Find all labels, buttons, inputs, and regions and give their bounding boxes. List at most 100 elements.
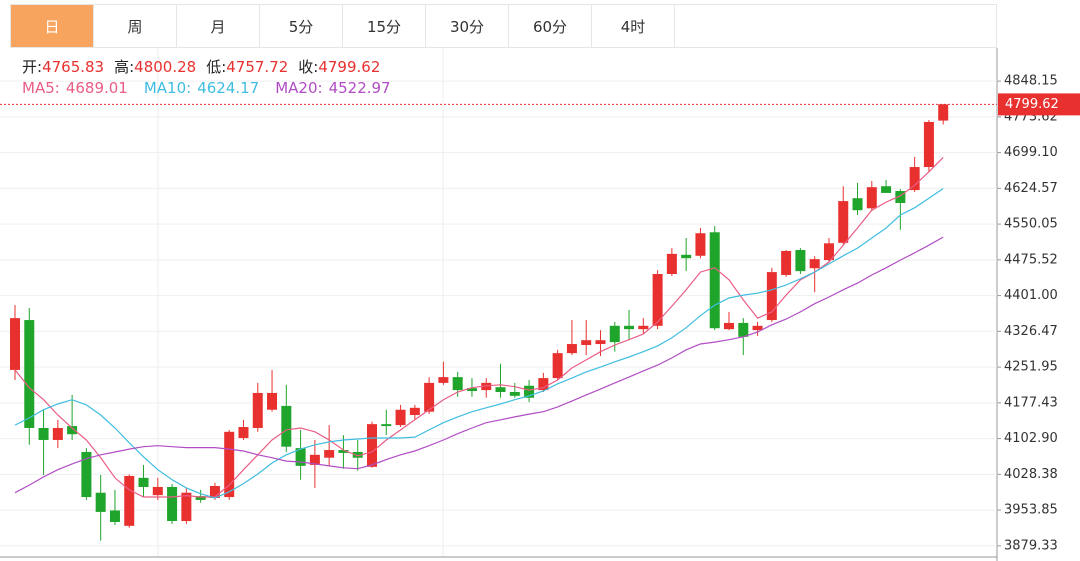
candle-body bbox=[838, 201, 849, 243]
candle-body bbox=[795, 250, 806, 272]
candle-body bbox=[438, 377, 449, 383]
period-tab[interactable]: 15分 bbox=[343, 5, 426, 47]
ohlc-row: 开:4765.83 高:4800.28 低:4757.72 收:4799.62 bbox=[22, 57, 407, 78]
period-tab[interactable]: 月 bbox=[177, 5, 260, 47]
candle-body bbox=[781, 250, 792, 275]
candle-body bbox=[823, 243, 834, 261]
candle-body bbox=[652, 274, 663, 326]
ma-line bbox=[14, 156, 944, 498]
candle-body bbox=[666, 253, 677, 275]
ma-label: MA10: bbox=[143, 79, 192, 97]
period-tabs: 日周月 5分 15分 30分 60分 4时 bbox=[10, 4, 997, 48]
candle-body bbox=[252, 392, 263, 428]
ohlc-value: 4765.83 bbox=[42, 58, 105, 76]
y-tick-label: 3879.33 bbox=[1004, 538, 1058, 553]
candle-body bbox=[538, 378, 549, 391]
candle-body bbox=[352, 451, 363, 458]
candle-body bbox=[152, 486, 163, 496]
candle-body bbox=[267, 392, 278, 410]
candle-body bbox=[909, 167, 920, 191]
candle-body bbox=[481, 382, 492, 391]
ma-value: 4624.17 bbox=[197, 79, 260, 97]
candle-body bbox=[167, 486, 178, 522]
ma-label: MA5: bbox=[22, 79, 60, 97]
ohlc-value: 4757.72 bbox=[226, 58, 289, 76]
y-tick-label: 4401.00 bbox=[1004, 288, 1058, 303]
ohlc-label: 低: bbox=[206, 58, 227, 76]
period-tab[interactable]: 5分 bbox=[260, 5, 343, 47]
y-tick-label: 4699.10 bbox=[1004, 145, 1058, 160]
candle-body bbox=[338, 450, 349, 453]
period-tab[interactable]: 4时 bbox=[592, 5, 675, 47]
y-tick-label: 3953.85 bbox=[1004, 503, 1058, 518]
ohlc-label: 开: bbox=[22, 58, 43, 76]
candle-body bbox=[424, 382, 435, 412]
ma-line bbox=[14, 236, 944, 494]
candle-body bbox=[281, 405, 292, 447]
candle-body bbox=[709, 232, 720, 329]
candle-body bbox=[509, 391, 520, 396]
candle-body bbox=[681, 254, 692, 259]
candle-body bbox=[895, 191, 906, 204]
ohlc-label: 高: bbox=[114, 58, 135, 76]
period-tab[interactable]: 日 bbox=[11, 5, 94, 47]
candle-body bbox=[395, 409, 406, 426]
candle-body bbox=[566, 344, 577, 354]
candle-body bbox=[124, 475, 135, 526]
candle-body bbox=[609, 325, 620, 343]
candle-body bbox=[766, 272, 777, 321]
candle-body bbox=[209, 486, 220, 499]
candle-body bbox=[67, 426, 78, 435]
ohlc-value: 4799.62 bbox=[318, 58, 381, 76]
ma-value: 4522.97 bbox=[328, 79, 391, 97]
candle-body bbox=[695, 233, 706, 256]
last-price-tag bbox=[998, 93, 1080, 116]
candle-body bbox=[852, 198, 863, 211]
candle-body bbox=[238, 427, 249, 439]
candle-body bbox=[381, 424, 392, 427]
candle-body bbox=[38, 427, 49, 440]
ma-value: 4689.01 bbox=[65, 79, 128, 97]
candle-body bbox=[552, 353, 563, 379]
ohlc-value: 4800.28 bbox=[134, 58, 197, 76]
candle-body bbox=[724, 322, 734, 330]
ma-row: MA5: 4689.01 MA10: 4624.17 MA20: 4522.97 bbox=[22, 78, 407, 99]
candle-body bbox=[138, 477, 149, 487]
candle-body bbox=[409, 407, 420, 416]
candle-body bbox=[224, 431, 235, 498]
candle-body bbox=[452, 377, 463, 391]
y-tick-label: 4251.95 bbox=[1004, 360, 1058, 375]
y-tick-label: 4624.57 bbox=[1004, 181, 1058, 196]
y-tick-label: 4475.52 bbox=[1004, 252, 1058, 267]
candle-body bbox=[595, 340, 606, 345]
candle-body bbox=[938, 104, 949, 121]
candle-body bbox=[367, 424, 377, 467]
candle-body bbox=[866, 187, 877, 209]
y-tick-label: 4848.15 bbox=[1004, 74, 1058, 89]
y-tick-label: 4177.43 bbox=[1004, 395, 1058, 410]
candle-body bbox=[181, 492, 192, 522]
y-tick-label: 4326.47 bbox=[1004, 324, 1058, 339]
candle-body bbox=[24, 320, 35, 428]
candle-body bbox=[466, 388, 477, 392]
candle-body bbox=[95, 492, 106, 512]
ma-label: MA20: bbox=[275, 79, 323, 97]
candle-body bbox=[624, 325, 635, 330]
candle-body bbox=[109, 510, 120, 522]
period-tab[interactable]: 周 bbox=[94, 5, 177, 47]
ma-line bbox=[14, 188, 944, 499]
period-tab[interactable]: 60分 bbox=[509, 5, 592, 47]
candle-body bbox=[809, 259, 820, 269]
y-tick-label: 4550.05 bbox=[1004, 217, 1058, 232]
candle-body bbox=[581, 340, 592, 345]
candle-body bbox=[81, 451, 92, 498]
candle-body bbox=[881, 186, 892, 193]
y-tick-label: 4028.38 bbox=[1004, 467, 1058, 482]
candle-body bbox=[738, 322, 749, 337]
ohlc-label: 收: bbox=[298, 58, 319, 76]
candle-body bbox=[309, 454, 320, 465]
period-tab[interactable]: 30分 bbox=[426, 5, 509, 47]
candle-body bbox=[752, 325, 763, 331]
